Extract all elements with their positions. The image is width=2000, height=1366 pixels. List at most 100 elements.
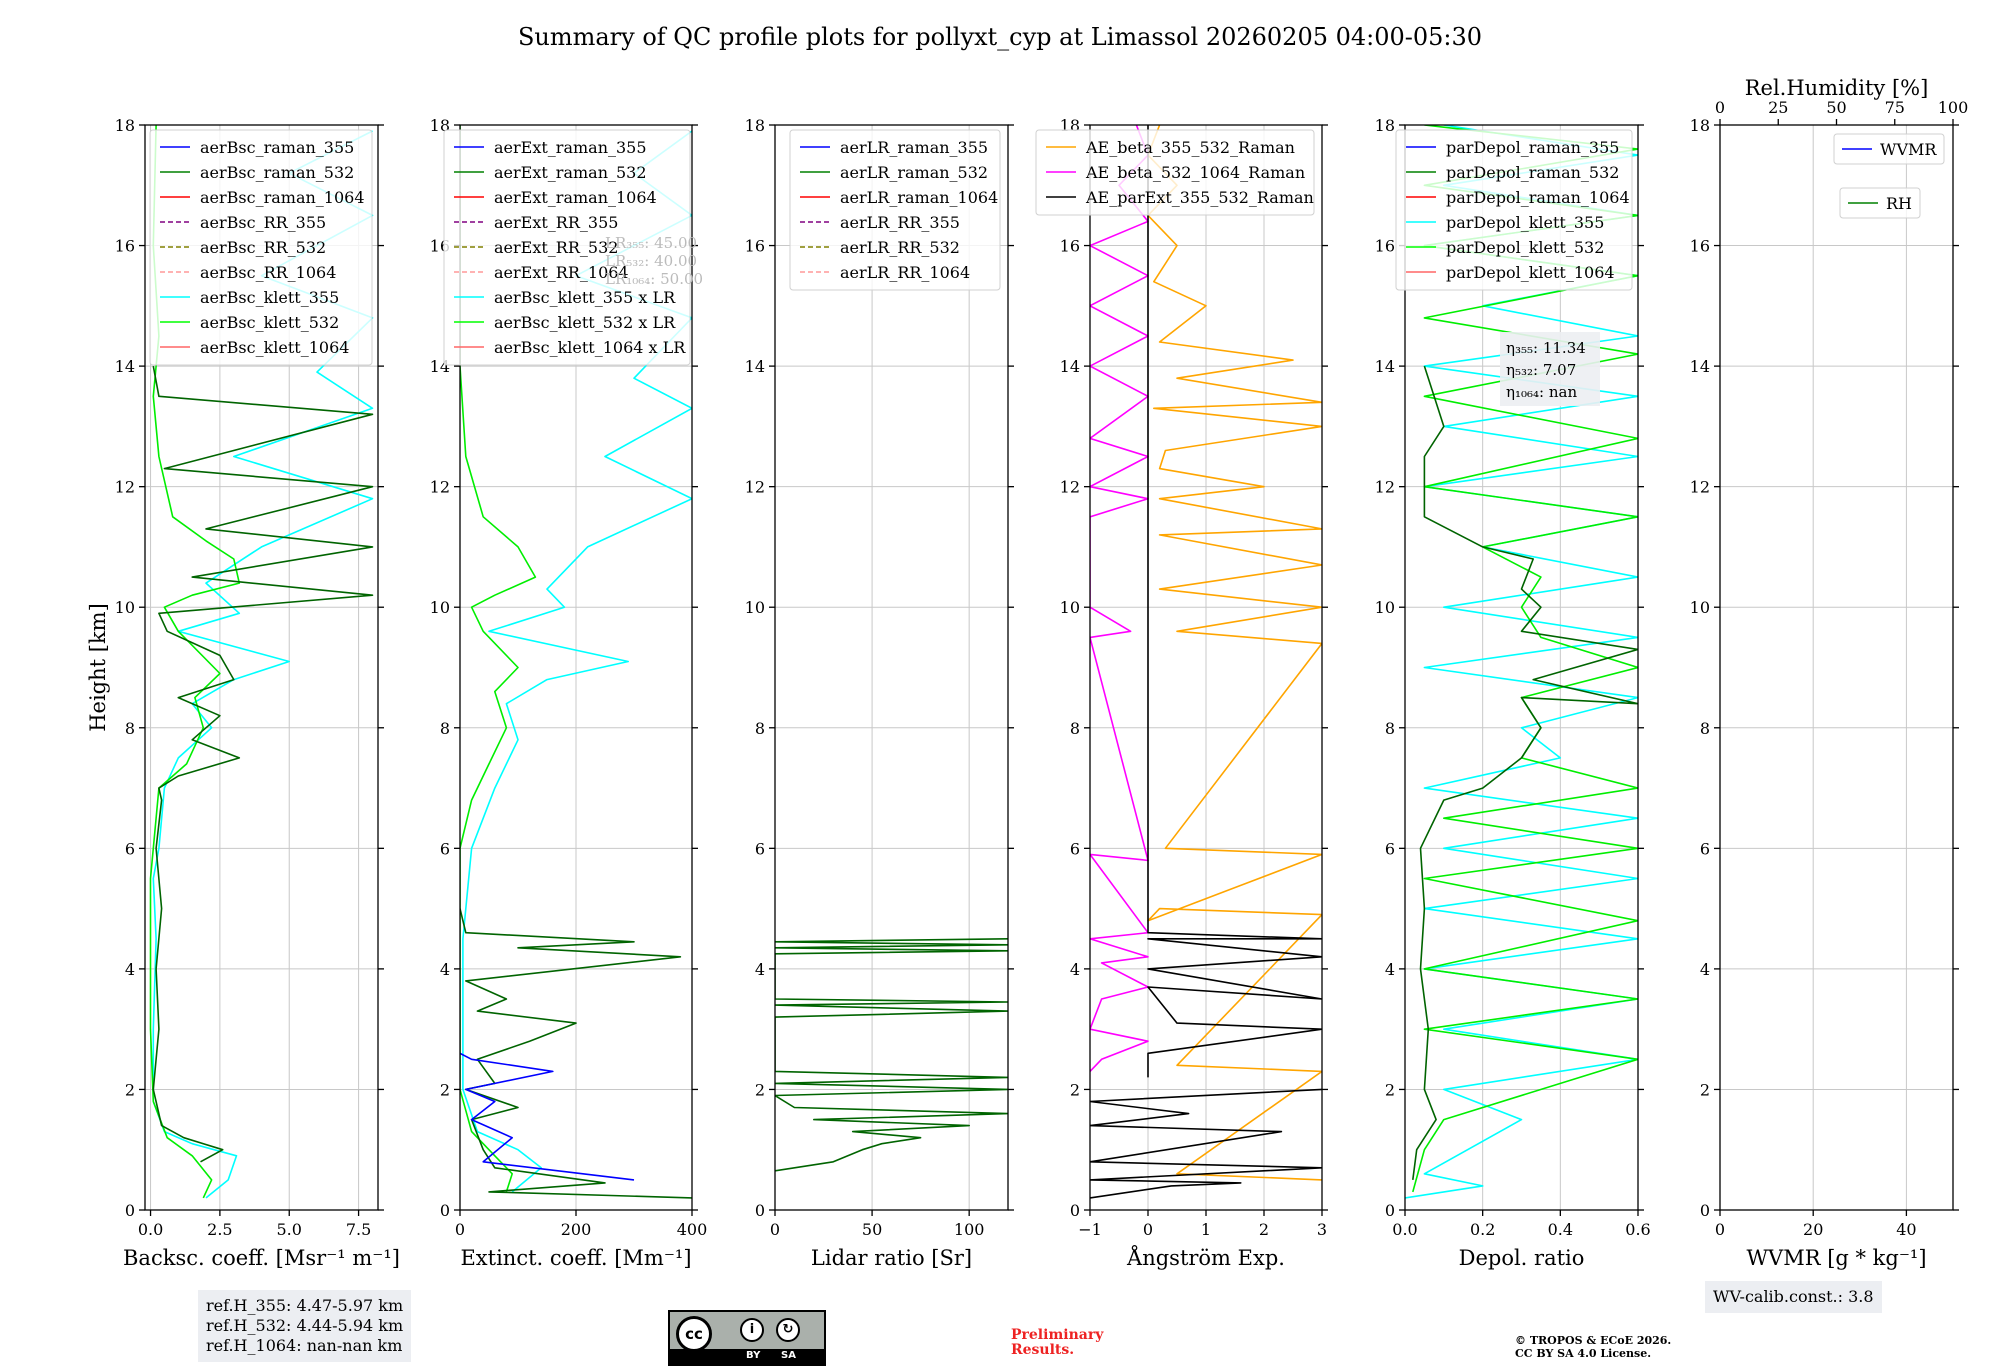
y-tick-label: 18 [1690, 116, 1710, 135]
y-tick-label: 4 [755, 960, 765, 979]
axes-frame [1404, 124, 1639, 1211]
legend-label: aerBsc_klett_1064 x LR [494, 338, 686, 357]
preliminary-line-2: Results. [1011, 1342, 1075, 1358]
y-tick-label: 12 [1690, 478, 1710, 497]
y-tick-label: 14 [1375, 357, 1395, 376]
attribution-icon: i [740, 1318, 764, 1342]
x-tick-label: 3 [1317, 1220, 1327, 1239]
legend-frame [1035, 129, 1315, 216]
legend-label: aerBsc_klett_1064 [200, 338, 349, 357]
legend: WVMR [1833, 133, 1945, 165]
x-axis-label: Backsc. coeff. [Msr⁻¹ m⁻¹] [123, 1246, 400, 1270]
series-AE_beta_355_532_Raman [1147, 125, 1322, 1181]
y-tick-label: 2 [1700, 1080, 1710, 1099]
x2-tick-label: 0 [1715, 98, 1725, 117]
copyright-line-1: © TROPOS & ECoE 2026. [1515, 1334, 1672, 1347]
y-tick-label: 14 [745, 357, 765, 376]
legend-label: parDepol_klett_355 [1446, 213, 1604, 232]
legend-label: parDepol_klett_532 [1446, 238, 1604, 257]
y-tick-label: 8 [125, 719, 135, 738]
legend-label: aerExt_RR_1064 [494, 263, 629, 282]
lr-annotation: LR₃₅₅: 45.00 [605, 234, 697, 252]
series-group [775, 938, 1008, 1172]
x-tick-label: 50 [862, 1220, 882, 1239]
legend: RH [1839, 187, 1921, 219]
y-tick-label: 4 [1070, 960, 1080, 979]
legend-label: aerBsc_raman_532 [200, 163, 354, 182]
x-tick-label: 0 [1715, 1220, 1725, 1239]
share-alike-icon: ↻ [776, 1318, 800, 1342]
legend: aerExt_raman_355 aerExt_raman_532 aerExt_r… [443, 129, 691, 366]
x-axis-label: Extinct. coeff. [Mm⁻¹] [460, 1246, 691, 1270]
legend-label: aerExt_RR_532 [494, 238, 618, 257]
y-tick-label: 18 [115, 116, 135, 135]
eta-frame [1500, 332, 1600, 406]
y-tick-label: 14 [1690, 357, 1710, 376]
legend-label: aerBsc_RR_1064 [200, 263, 336, 282]
legend-label: parDepol_raman_1064 [1446, 188, 1630, 207]
x-axis-label: WVMR [g * kg⁻¹] [1746, 1246, 1926, 1270]
copyright-line-2: CC BY SA 4.0 License. [1515, 1347, 1652, 1360]
wv-calib-box: WV-calib.const.: 3.8 [1705, 1281, 1882, 1313]
axes-frame [774, 124, 1009, 1211]
y-tick-label: 6 [755, 839, 765, 858]
x-tick-label: 40 [1896, 1220, 1916, 1239]
y-tick-label: 10 [1690, 598, 1710, 617]
eta-label: η₁₀₆₄: nan [1506, 383, 1577, 401]
copyright-note: © TROPOS & ECoE 2026. CC BY SA 4.0 Licen… [1515, 1334, 1671, 1360]
x-tick-label: 0.6 [1625, 1220, 1650, 1239]
legend-label: WVMR [1880, 140, 1937, 159]
y-tick-label: 16 [1690, 237, 1710, 256]
panel-backscatter: 0 2 4 6 8 10 12 14 16 18 0.0 2.5 5.0 7.5 Backsc. coeff… [86, 116, 400, 1270]
x-tick-label: 2.5 [207, 1220, 232, 1239]
y-tick-label: 8 [1385, 719, 1395, 738]
legend-label: AE_parExt_355_532_Raman [1085, 188, 1314, 207]
legend-label: aerBsc_klett_532 [200, 313, 339, 332]
legend: aerBsc_raman_355 aerBsc_raman_532 aerBsc_r… [149, 129, 373, 366]
y-tick-label: 2 [125, 1080, 135, 1099]
series-group [460, 125, 692, 1199]
legend-label: aerBsc_RR_355 [200, 213, 326, 232]
wv-calib-text: WV-calib.const.: 3.8 [1713, 1287, 1874, 1306]
y-tick-label: 0 [755, 1201, 765, 1220]
figure-title: Summary of QC profile plots for pollyxt_… [518, 23, 1482, 51]
eta-label: η₅₃₂: 7.07 [1506, 361, 1576, 379]
x-tick-label: 0.2 [1470, 1220, 1495, 1239]
y-tick-label: 16 [1060, 237, 1080, 256]
legend-label: aerBsc_RR_532 [200, 238, 326, 257]
y-tick-label: 6 [1385, 839, 1395, 858]
series-AE_beta_532_1064_Raman [1090, 125, 1149, 1072]
legend-frame [789, 129, 1001, 291]
legend-frame [1839, 187, 1921, 219]
y-tick-label: 12 [745, 478, 765, 497]
legend-label: aerBsc_klett_532 x LR [494, 313, 676, 332]
x-tick-label: 1 [1201, 1220, 1211, 1239]
preliminary-line-1: Preliminary [1011, 1327, 1104, 1343]
legend-label: aerLR_raman_532 [840, 163, 988, 182]
series-aerLR_raman_532 [775, 938, 1008, 1172]
x-tick-label: 0.0 [1392, 1220, 1417, 1239]
legend: AE_beta_355_532_Raman AE_beta_532_1064_Ra… [1035, 129, 1315, 216]
cc-logo-icon: cc [676, 1316, 712, 1352]
y-tick-label: 2 [1385, 1080, 1395, 1099]
ref-height-355: ref.H_355: 4.47-5.97 km [206, 1296, 404, 1315]
legend-label: aerExt_raman_532 [494, 163, 647, 182]
legend-label: aerLR_raman_1064 [840, 188, 998, 207]
y-tick-label: 4 [440, 960, 450, 979]
legend-label: aerExt_raman_1064 [494, 188, 657, 207]
legend-label: aerExt_RR_355 [494, 213, 618, 232]
series-AE_parExt_355_532_Raman_low [1090, 1088, 1322, 1199]
legend-label: aerBsc_klett_355 [200, 288, 339, 307]
y-tick-label: 8 [755, 719, 765, 738]
y-tick-label: 14 [115, 357, 135, 376]
panel-depol: 0 2 4 6 8 10 12 14 16 18 0.0 0.2 0.4 0.6 Depol. ratio p… [1375, 116, 1651, 1270]
axes-frame [1719, 124, 1954, 1211]
y-tick-label: 18 [1375, 116, 1395, 135]
legend-label: aerLR_RR_532 [840, 238, 960, 257]
x-tick-label: 0 [1143, 1220, 1153, 1239]
x-axis-label: Depol. ratio [1459, 1246, 1585, 1270]
cc-by-label: BY [746, 1350, 761, 1361]
series-parDepol_raman_532 [1412, 365, 1638, 1181]
